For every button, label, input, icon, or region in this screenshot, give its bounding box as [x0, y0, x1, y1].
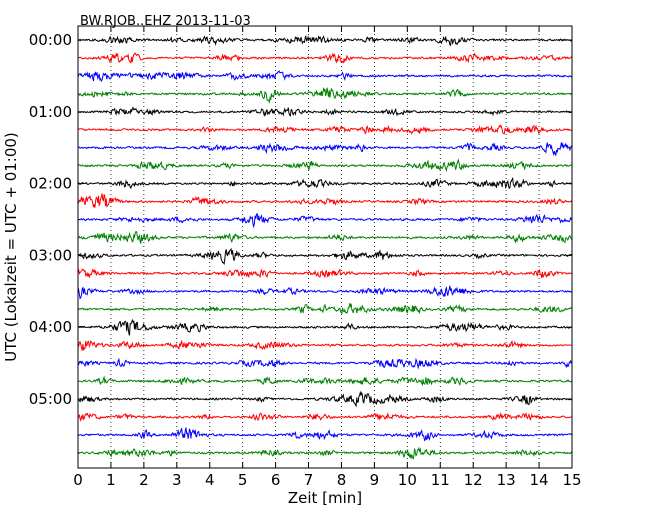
seismic-trace — [78, 106, 573, 118]
vertical-grid — [110, 26, 540, 468]
x-tick-label: 2 — [139, 471, 149, 489]
seismic-trace — [77, 446, 573, 460]
x-tick-label: 4 — [205, 471, 215, 489]
y-tick-label: 00:00 — [29, 31, 72, 49]
x-tick-label: 12 — [464, 471, 483, 489]
x-axis-label: Zeit [min] — [288, 489, 362, 507]
seismic-trace — [77, 230, 573, 244]
x-tick-label: 9 — [370, 471, 380, 489]
seismic-trace — [77, 86, 573, 105]
x-tick-label: 11 — [431, 471, 450, 489]
seismic-trace — [77, 212, 573, 229]
x-tick-label: 14 — [530, 471, 549, 489]
y-tick-label: 03:00 — [29, 246, 72, 264]
seismic-trace — [77, 339, 573, 351]
seismic-trace — [77, 124, 573, 135]
seismic-trace — [77, 176, 573, 190]
seismic-trace — [77, 357, 573, 370]
x-tick-label: 1 — [106, 471, 116, 489]
seismic-trace — [77, 193, 573, 208]
y-axis-label: UTC (Lokalzeit = UTC + 01:00) — [2, 132, 20, 362]
x-tick-label: 8 — [337, 471, 347, 489]
seismic-trace — [78, 390, 573, 408]
seismic-trace — [77, 158, 573, 173]
plot-frame — [77, 25, 573, 469]
seismic-trace — [77, 52, 573, 64]
seismic-trace — [77, 247, 573, 266]
x-tick-label: 10 — [398, 471, 417, 489]
chart-title: BW.RJOB..EHZ 2013-11-03 — [80, 14, 251, 29]
y-tick-label: 04:00 — [29, 318, 72, 336]
x-tick-label: 7 — [304, 471, 314, 489]
seismic-trace — [77, 302, 572, 315]
x-tick-label: 0 — [73, 471, 83, 489]
x-tick-label: 6 — [271, 471, 281, 489]
y-tick-label: 05:00 — [29, 390, 72, 408]
y-tick-label: 02:00 — [29, 175, 72, 193]
y-axis-ticks: 00:00 01:00 02:00 03:00 04:00 05:00 — [29, 31, 572, 408]
x-tick-label: 13 — [497, 471, 516, 489]
seismic-trace — [77, 375, 573, 387]
seismic-trace — [77, 142, 573, 157]
x-axis-ticks: 0 1 2 3 4 5 6 7 8 9 10 11 12 13 14 15 — [73, 26, 582, 489]
seismic-trace — [77, 70, 573, 83]
seismic-trace — [77, 427, 573, 442]
seismic-trace — [77, 411, 573, 422]
seismic-trace — [77, 34, 573, 47]
x-tick-label: 15 — [562, 471, 581, 489]
x-tick-label: 5 — [238, 471, 248, 489]
traces — [77, 34, 573, 460]
seismic-trace — [77, 318, 573, 336]
x-tick-label: 3 — [172, 471, 182, 489]
seismic-trace — [77, 285, 573, 300]
y-tick-label: 01:00 — [29, 103, 72, 121]
seismic-trace — [77, 268, 573, 279]
